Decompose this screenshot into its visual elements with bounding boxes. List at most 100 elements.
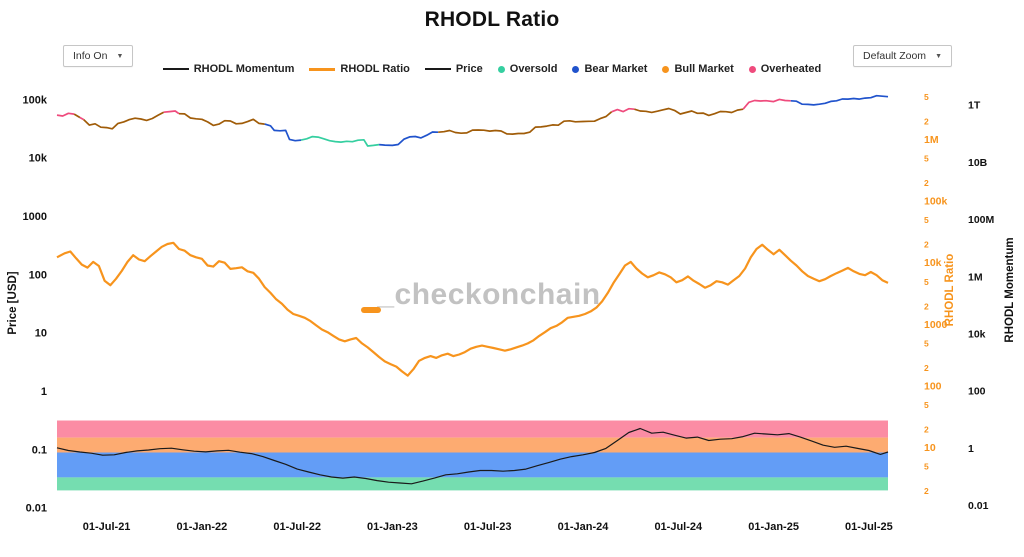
rhodl-ratio-tick-label: 1M: [924, 134, 939, 146]
rhodl-ratio-tick-label: 5: [924, 400, 929, 410]
price-line-icon: [424, 68, 451, 70]
rhodl-ratio-line-icon: [309, 67, 336, 71]
legend: RHODL Momentum RHODL Ratio Price Oversold Be…: [40, 63, 944, 75]
watermark: _checkonchain: [376, 278, 600, 311]
bear-market-marker-icon: [572, 65, 580, 73]
price-tick-label: 0.01: [26, 503, 47, 515]
x-tick-label: 01-Jan-25: [748, 521, 799, 533]
price-tick-label: 100: [29, 269, 47, 281]
rhodl-ratio-tick-label: 2: [924, 240, 929, 250]
legend-item-overheated[interactable]: Overheated: [748, 63, 822, 75]
price-line-segment-overheated: [742, 98, 791, 110]
rhodl-ratio-tick-label: 2: [924, 425, 929, 435]
price-line-segment-bear: [790, 94, 889, 106]
legend-item-bull-market[interactable]: Bull Market: [662, 63, 734, 75]
page-title: RHODL Ratio: [424, 8, 560, 31]
rhodl-ratio-tick-label: 5: [924, 462, 929, 472]
rhodl-ratio-tick-label: 5: [924, 338, 929, 348]
band-oversold: [57, 477, 888, 491]
rhodl-ratio-tick-label: 5: [924, 215, 929, 225]
legend-label: Price: [455, 63, 483, 75]
legend-item-oversold[interactable]: Oversold: [497, 63, 558, 75]
info-toggle-label: Info On: [73, 50, 108, 62]
x-tick-label: 01-Jan-24: [558, 521, 610, 533]
legend-label: Overheated: [760, 63, 822, 75]
oversold-marker-icon: [497, 65, 505, 73]
legend-item-rhodl-momentum[interactable]: RHODL Momentum: [162, 63, 295, 75]
zoom-preset-button[interactable]: Default Zoom ▼: [853, 45, 952, 67]
price-line-segment-overheated: [56, 112, 75, 117]
rhodl-ratio-axis-title: RHODL Ratio: [944, 254, 956, 327]
bull-market-marker-icon: [662, 65, 670, 73]
price-tick-label: 100k: [23, 94, 48, 106]
rhodl-ratio-tick-label: 5: [924, 92, 929, 102]
rhodl-ratio-tick-label: 2: [924, 363, 929, 373]
price-axis-title: Price [USD]: [7, 271, 19, 334]
rhodl-ratio-tick-label: 2: [924, 178, 929, 188]
rhodl-ratio-line: [56, 241, 889, 377]
watermark-underscore: [361, 307, 381, 313]
momentum-tick-label: 1T: [968, 100, 981, 112]
legend-label: Oversold: [509, 63, 558, 75]
rhodl-momentum-line-icon: [162, 68, 189, 70]
chevron-down-icon: ▼: [935, 52, 942, 60]
price-tick-label: 1: [41, 386, 47, 398]
price-tick-label: 1000: [23, 211, 47, 223]
momentum-tick-label: 100M: [968, 214, 995, 226]
legend-item-bear-market[interactable]: Bear Market: [572, 63, 647, 75]
x-tick-label: 01-Jul-24: [654, 521, 703, 533]
rhodl-ratio-tick-label: 10: [924, 442, 936, 454]
price-line-segment-oversold: [300, 135, 380, 147]
price-line-segment-overheated: [163, 110, 180, 115]
price-tick-label: 10: [35, 328, 47, 340]
legend-item-price[interactable]: Price: [424, 63, 483, 75]
momentum-axis-title: RHODL Momentum: [1004, 237, 1016, 342]
rhodl-ratio-tick-label: 5: [924, 277, 929, 287]
info-toggle-button[interactable]: Info On ▼: [63, 45, 134, 67]
price-line-segment-bear: [264, 123, 302, 142]
x-tick-label: 01-Jul-22: [273, 521, 321, 533]
x-tick-label: 01-Jul-25: [845, 521, 893, 533]
legend-label: RHODL Momentum: [193, 63, 295, 75]
legend-item-rhodl-ratio[interactable]: RHODL Ratio: [309, 63, 410, 75]
x-tick-label: 01-Jul-21: [83, 521, 131, 533]
price-line-segment-bull: [178, 112, 265, 127]
x-tick-label: 01-Jan-23: [367, 521, 418, 533]
price-tick-label: 0.1: [32, 444, 47, 456]
rhodl-ratio-tick-label: 2: [924, 486, 929, 496]
momentum-tick-label: 1: [968, 443, 974, 455]
momentum-tick-label: 10B: [968, 157, 988, 169]
rhodl-ratio-tick-label: 1000: [924, 319, 948, 331]
price-line-segment-bull: [438, 111, 613, 135]
overheated-marker-icon: [748, 65, 756, 73]
price-line-segment-bull: [634, 107, 744, 117]
rhodl-ratio-tick-label: 100: [924, 380, 942, 392]
price-tick-label: 10k: [29, 153, 48, 165]
band-overheated: [57, 420, 888, 438]
rhodl-ratio-tick-label: 2: [924, 301, 929, 311]
rhodl-ratio-tick-label: 5: [924, 154, 929, 164]
price-line-segment-bull: [83, 111, 165, 130]
plot-area[interactable]: [57, 88, 888, 518]
rhodl-momentum-line: [56, 427, 889, 485]
momentum-tick-label: 10k: [968, 329, 986, 341]
band-bear: [57, 452, 888, 478]
legend-label: Bear Market: [584, 63, 648, 75]
rhodl-ratio-tick-label: 100k: [924, 196, 948, 208]
x-tick-label: 01-Jul-23: [464, 521, 512, 533]
momentum-tick-label: 0.01: [968, 500, 989, 512]
momentum-tick-label: 1M: [968, 271, 983, 283]
legend-label: Bull Market: [674, 63, 734, 75]
price-line-segment-bull: [73, 113, 81, 119]
momentum-tick-label: 100: [968, 386, 986, 398]
chevron-down-icon: ▼: [116, 52, 124, 60]
price-line-segment-bear: [379, 131, 439, 147]
rhodl-ratio-tick-label: 10k: [924, 257, 942, 269]
rhodl-ratio-tick-label: 2: [924, 117, 929, 127]
x-tick-label: 01-Jan-22: [177, 521, 228, 533]
price-line-segment-overheated: [611, 107, 635, 113]
legend-label: RHODL Ratio: [340, 63, 410, 75]
zoom-preset-label: Default Zoom: [863, 50, 927, 62]
